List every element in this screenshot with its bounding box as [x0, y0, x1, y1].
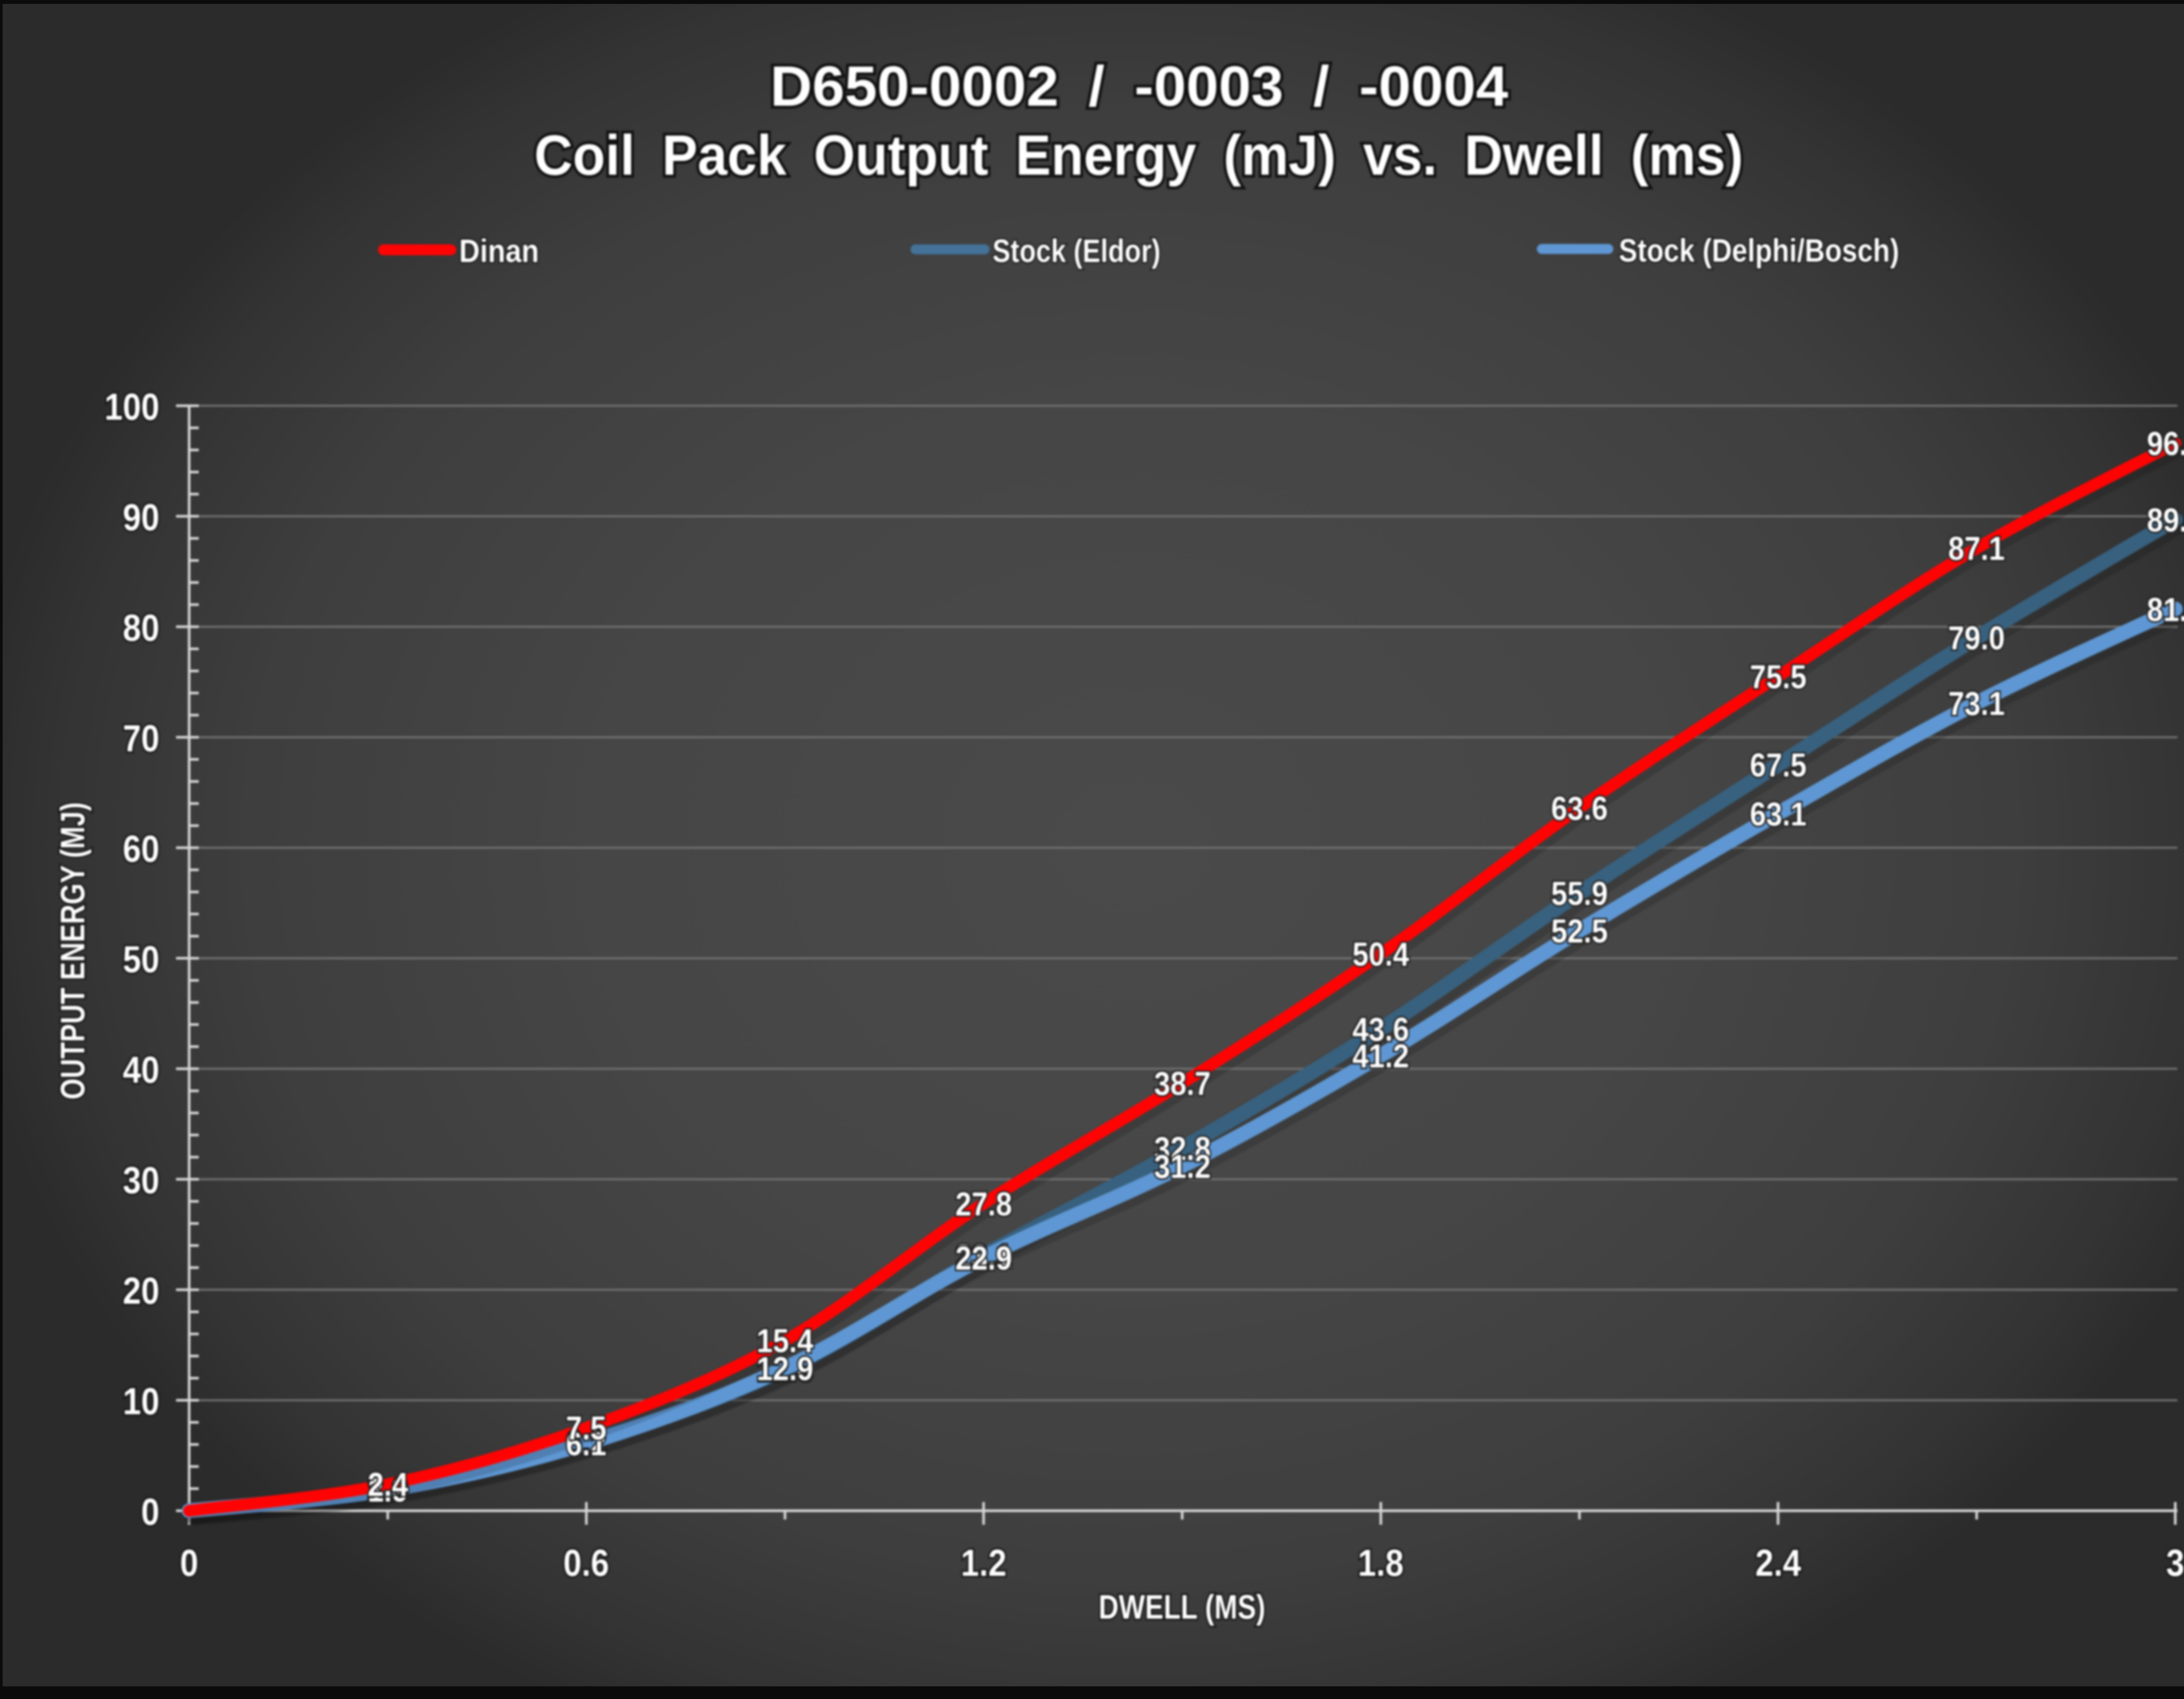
- svg-text:0.6: 0.6: [563, 1542, 609, 1584]
- svg-text:12.8: 12.8: [757, 1351, 813, 1388]
- svg-text:73.1: 73.1: [1948, 685, 2005, 722]
- svg-text:87.1: 87.1: [1948, 530, 2005, 567]
- svg-text:90: 90: [123, 497, 159, 539]
- svg-text:40: 40: [123, 1049, 159, 1091]
- svg-text:43.6: 43.6: [1352, 1011, 1409, 1048]
- svg-text:27.8: 27.8: [955, 1186, 1012, 1223]
- svg-text:63.1: 63.1: [1750, 796, 1807, 833]
- svg-text:23.1: 23.1: [955, 1238, 1012, 1275]
- svg-text:DWELL (MS): DWELL (MS): [1099, 1588, 1265, 1626]
- svg-text:6.2: 6.2: [566, 1424, 607, 1461]
- svg-text:Coil Pack Output Energy (mJ) v: Coil Pack Output Energy (mJ) vs. Dwell (…: [534, 123, 1743, 187]
- svg-text:22.9: 22.9: [955, 1240, 1012, 1277]
- svg-text:41.2: 41.2: [1352, 1038, 1409, 1075]
- svg-text:1.8: 1.8: [1358, 1542, 1404, 1584]
- svg-text:6.1: 6.1: [566, 1426, 607, 1463]
- svg-text:12.9: 12.9: [757, 1350, 813, 1388]
- svg-text:80: 80: [123, 607, 159, 649]
- svg-text:38.7: 38.7: [1154, 1065, 1211, 1102]
- svg-text:81.6: 81.6: [2147, 591, 2184, 628]
- svg-text:0: 0: [180, 1542, 198, 1584]
- svg-text:10: 10: [123, 1381, 159, 1423]
- svg-text:1.9: 1.9: [368, 1472, 408, 1509]
- svg-text:52.5: 52.5: [1551, 913, 1608, 950]
- svg-text:60: 60: [123, 828, 159, 870]
- svg-text:3: 3: [2166, 1542, 2184, 1584]
- svg-text:55.9: 55.9: [1551, 875, 1608, 912]
- svg-text:63.6: 63.6: [1551, 790, 1608, 827]
- svg-text:30: 30: [123, 1160, 159, 1202]
- svg-text:70: 70: [123, 718, 159, 760]
- svg-text:7.5: 7.5: [566, 1410, 607, 1447]
- svg-text:50: 50: [123, 939, 159, 981]
- svg-text:OUTPUT ENERGY (MJ): OUTPUT ENERGY (MJ): [53, 802, 92, 1100]
- svg-text:2.0: 2.0: [368, 1471, 408, 1508]
- svg-text:96.6: 96.6: [2147, 425, 2184, 463]
- svg-text:D650-0002 / -0003 / -0004: D650-0002 / -0003 / -0004: [770, 54, 1508, 118]
- svg-text:32.8: 32.8: [1154, 1130, 1211, 1167]
- svg-text:Stock (Eldor): Stock (Eldor): [992, 233, 1161, 269]
- svg-text:2.4: 2.4: [368, 1466, 408, 1503]
- svg-text:75.5: 75.5: [1750, 659, 1807, 696]
- svg-text:Dinan: Dinan: [459, 233, 539, 269]
- svg-text:50.4: 50.4: [1352, 936, 1409, 973]
- svg-text:2.4: 2.4: [1755, 1542, 1801, 1584]
- svg-text:Stock (Delphi/Bosch): Stock (Delphi/Bosch): [1619, 232, 1899, 269]
- svg-text:0: 0: [141, 1491, 159, 1533]
- svg-text:20: 20: [123, 1270, 159, 1312]
- svg-text:100: 100: [104, 386, 159, 428]
- svg-text:15.4: 15.4: [757, 1323, 813, 1360]
- svg-text:79.0: 79.0: [1948, 620, 2005, 657]
- svg-text:31.2: 31.2: [1154, 1148, 1211, 1185]
- svg-text:89.7: 89.7: [2147, 502, 2184, 539]
- svg-text:67.5: 67.5: [1750, 747, 1807, 784]
- svg-text:1.2: 1.2: [961, 1542, 1007, 1584]
